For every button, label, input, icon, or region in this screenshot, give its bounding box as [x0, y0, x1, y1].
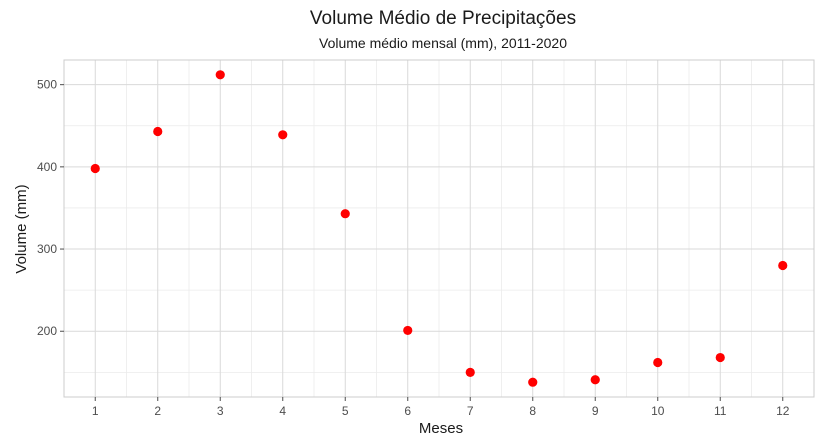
data-point [653, 357, 663, 368]
plot-panel-border [63, 59, 815, 398]
x-tick-label: 2 [154, 404, 161, 418]
x-tick-label: 10 [651, 404, 665, 418]
x-tick-label: 8 [529, 404, 536, 418]
y-tick-label: 500 [37, 78, 57, 92]
data-point [403, 325, 413, 336]
data-point [90, 163, 100, 174]
data-point [340, 209, 350, 219]
y-tick-label: 400 [37, 160, 57, 174]
x-tick-label: 1 [92, 404, 99, 418]
y-tick-label: 300 [37, 242, 57, 256]
x-tick-label: 9 [592, 404, 599, 418]
chart-subtitle: Volume médio mensal (mm), 2011-2020 [319, 35, 567, 51]
x-tick-label: 5 [342, 404, 349, 418]
grid [64, 60, 814, 397]
data-point [278, 130, 288, 140]
x-tick-label: 3 [217, 404, 224, 418]
data-point [465, 367, 475, 377]
y-tick-label: 200 [37, 324, 57, 338]
x-tick-label: 6 [404, 404, 411, 418]
data-point [715, 352, 725, 363]
data-point [215, 70, 225, 80]
x-tick-label: 7 [467, 404, 474, 418]
data-points [90, 70, 788, 387]
chart-title: Volume Médio de Precipitações [310, 8, 576, 29]
x-tick-label: 11 [714, 404, 727, 418]
y-axis-title: Volume (mm) [13, 184, 30, 273]
x-tick-label: 4 [279, 404, 286, 418]
data-point [153, 126, 163, 137]
data-point [778, 260, 788, 271]
data-point [590, 375, 600, 385]
x-tick-label: 12 [776, 404, 790, 418]
data-point [528, 377, 538, 387]
x-axis-title: Meses [419, 420, 463, 437]
